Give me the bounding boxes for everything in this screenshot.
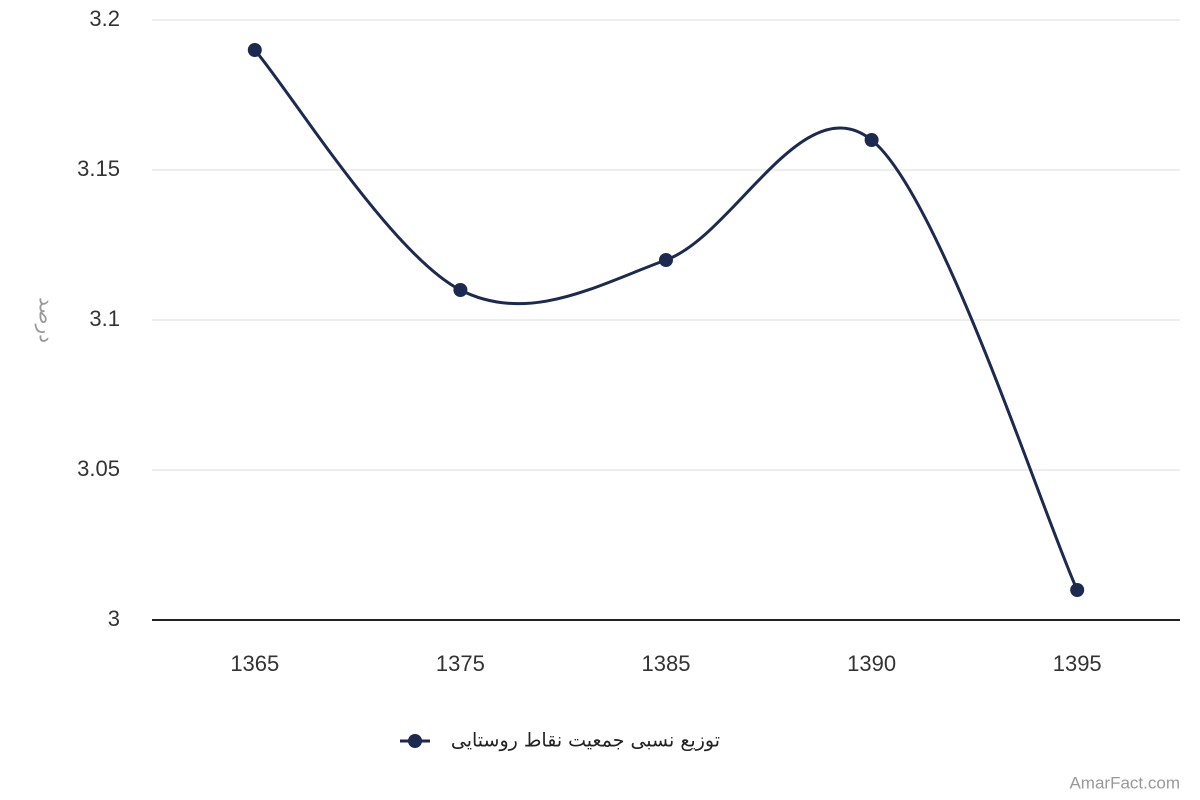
x-tick-label: 1375 [436, 651, 485, 676]
legend-marker [408, 734, 422, 748]
line [253, 49, 1079, 591]
y-tick-label: 3.2 [89, 6, 120, 31]
point [1070, 583, 1085, 597]
y-axis-label: درصد [35, 297, 59, 343]
point [247, 43, 262, 57]
point [659, 253, 673, 267]
y-tick-label: 3 [108, 606, 120, 631]
watermark: AmarFact.com [1069, 773, 1180, 792]
x-tick-label: 1395 [1053, 651, 1102, 676]
y-tick-label: 3.05 [77, 456, 120, 481]
y-tick-label: 3.1 [89, 306, 120, 331]
point [453, 283, 468, 297]
x-tick-label: 1385 [642, 651, 691, 676]
y-tick-label: 3.15 [77, 156, 120, 181]
point [864, 133, 879, 147]
x-tick-label: 1390 [847, 651, 896, 676]
x-tick-label: 1365 [230, 651, 279, 676]
legend-label: توزیع نسبی جمعیت نقاط روستایی [451, 730, 720, 752]
